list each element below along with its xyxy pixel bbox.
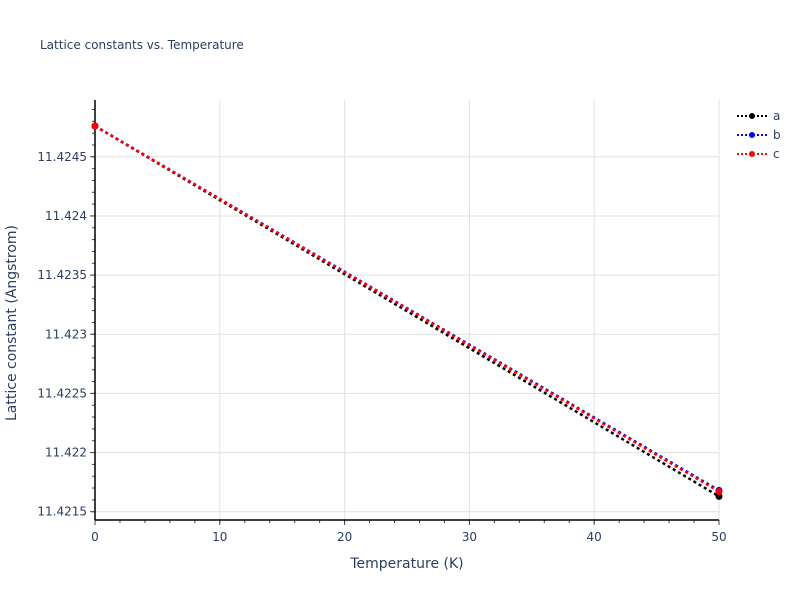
legend-label: b [773,127,781,142]
y-axis-title: Lattice constant (Angstrom) [4,225,20,421]
x-tick-label: 40 [587,530,602,544]
x-tick-label: 30 [462,530,477,544]
chart-title: Lattice constants vs. Temperature [40,38,244,52]
legend-item-c[interactable]: c [735,144,781,163]
y-tick-label: 11.4245 [37,150,87,164]
y-tick-label: 11.4225 [37,386,87,400]
legend-label: a [773,108,781,123]
y-tick-label: 11.423 [45,327,87,341]
data-point-marker[interactable] [715,488,723,496]
x-axis-title: Temperature (K) [349,556,463,572]
legend-line-marker-icon [735,130,769,140]
gridlines [95,100,720,520]
legend-label: c [773,146,780,161]
y-tick-label: 11.422 [45,446,87,460]
legend-item-b[interactable]: b [735,125,781,144]
series-line-c [94,124,720,493]
x-tick-label: 0 [91,530,99,544]
legend-item-a[interactable]: a [735,106,781,125]
legend-line-marker-icon [735,111,769,121]
legend-line-marker-icon [735,149,769,159]
x-tick-label: 50 [711,530,726,544]
data-point-marker[interactable] [91,122,99,130]
data-series [91,122,723,500]
x-tick-label: 20 [337,530,352,544]
legend: a b c [735,106,781,163]
y-tick-label: 11.4235 [37,268,87,282]
axes: 0 10 20 30 40 50 11.4215 11.422 11.4225 11.423 11.… [37,100,727,544]
x-tick-label: 10 [212,530,227,544]
y-tick-label: 11.4215 [37,505,87,519]
y-tick-label: 11.424 [45,209,87,223]
